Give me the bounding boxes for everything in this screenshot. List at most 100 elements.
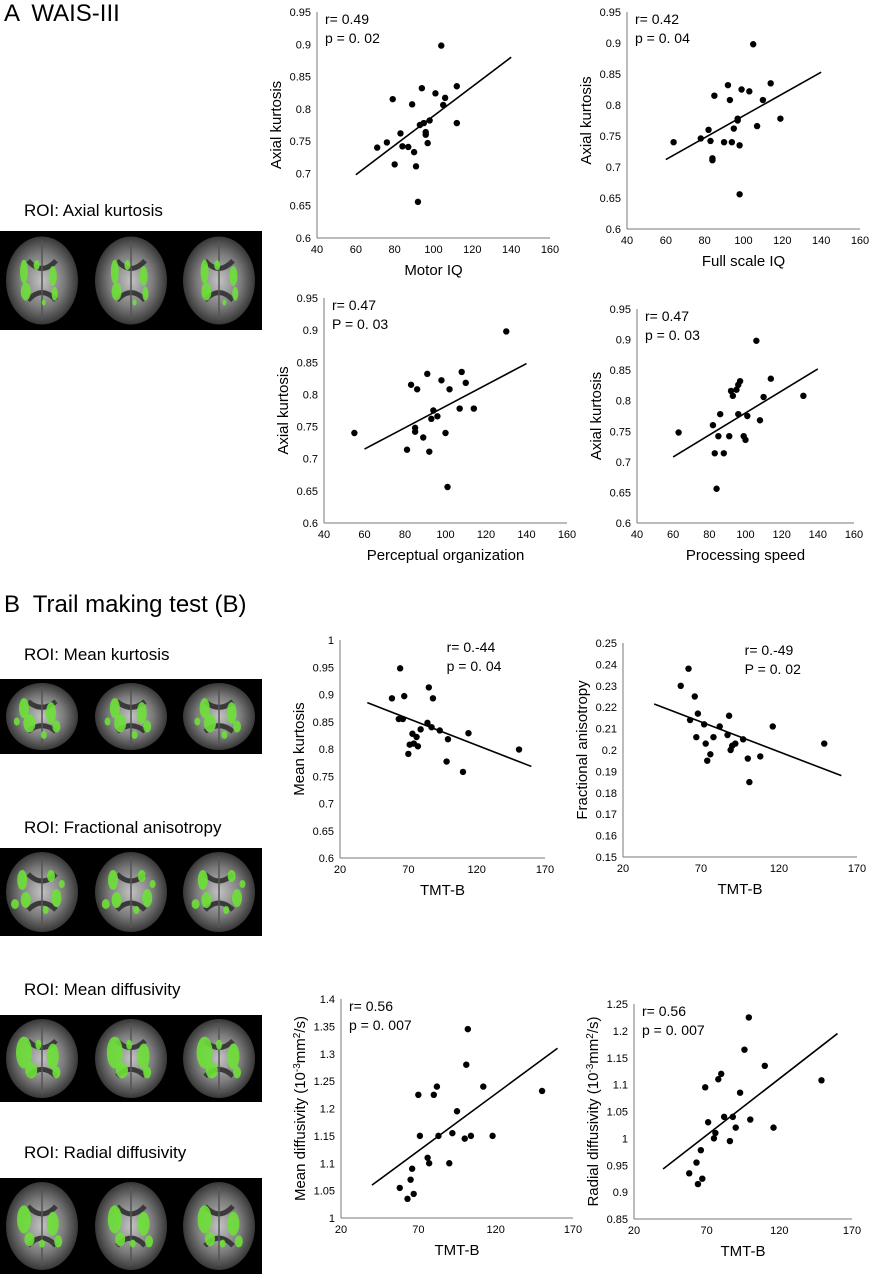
roi-overlay-blob — [46, 702, 56, 725]
roi-overlay-blob — [143, 720, 152, 733]
data-point — [415, 1091, 422, 1099]
y-tick-label: 1.2 — [613, 1026, 628, 1038]
roi-overlay-blob — [132, 299, 137, 306]
data-point — [724, 81, 732, 89]
data-point — [441, 94, 449, 102]
y-tick-label: 0.95 — [607, 1160, 628, 1172]
brain-slice-2 — [95, 683, 167, 750]
y-tick-label: 1.35 — [314, 1021, 335, 1033]
stat-p-value: p = 0. 03 — [645, 327, 700, 343]
brain-slice-2 — [95, 852, 167, 932]
y-tick-label: 0.85 — [607, 1214, 628, 1226]
data-point — [434, 413, 441, 420]
roi-overlay-blob — [131, 730, 138, 739]
y-axis-label: Axial kurtosis — [268, 81, 285, 169]
x-tick-label: 100 — [734, 235, 752, 247]
x-tick-label: 120 — [773, 235, 791, 247]
data-point — [444, 735, 452, 743]
data-point — [503, 328, 510, 335]
roi-overlay-blob — [227, 870, 236, 882]
brain-slice-1 — [6, 852, 78, 932]
data-point — [727, 387, 735, 395]
stat-p-value: p = 0. 02 — [325, 30, 380, 46]
x-tick-label: 160 — [541, 244, 559, 256]
x-tick-label: 160 — [558, 529, 576, 541]
roi-overlay-blob — [25, 1062, 38, 1079]
x-axis-label: Full scale IQ — [702, 253, 785, 270]
roi-overlay-blob — [17, 1205, 31, 1234]
x-tick-label: 120 — [477, 529, 495, 541]
roi-overlay-blob — [126, 1039, 133, 1050]
data-point — [428, 415, 435, 423]
y-tick-label: 1 — [622, 1133, 628, 1145]
roi-overlay-blob — [58, 880, 65, 888]
x-tick-label: 60 — [358, 529, 370, 541]
y-tick-label: 1.1 — [613, 1080, 628, 1092]
roi-overlay-blob — [219, 1239, 226, 1248]
data-point — [675, 429, 682, 436]
x-axis-label: Perceptual organization — [367, 547, 525, 564]
roi-overlay-blob — [116, 1062, 128, 1079]
data-point — [767, 375, 775, 382]
x-tick-label: 40 — [311, 244, 323, 256]
data-point — [742, 436, 749, 444]
y-tick-label: 1.4 — [320, 994, 335, 1006]
data-point — [426, 448, 433, 455]
data-point — [414, 743, 422, 750]
data-point — [747, 1116, 754, 1123]
stat-r-value: r= 0.56 — [642, 1003, 686, 1019]
data-point — [756, 417, 764, 424]
y-tick-label: 0.9 — [296, 39, 311, 51]
data-point — [389, 95, 396, 103]
roi-overlay-blob — [139, 266, 148, 287]
roi-overlay-blob — [17, 870, 28, 890]
brain-slice-3 — [183, 1019, 255, 1098]
y-tick-label: 0.9 — [613, 1187, 628, 1199]
data-point — [458, 368, 465, 376]
x-tick-label: 140 — [517, 529, 535, 541]
stat-r-value: r= 0.-44 — [447, 639, 496, 655]
brain-slice-1 — [6, 236, 78, 325]
y-tick-label: 1.3 — [320, 1049, 335, 1061]
data-point — [403, 446, 411, 453]
roi-overlay-blob — [143, 1066, 152, 1079]
roi-overlay-blob — [11, 899, 19, 909]
y-tick-label: 0.75 — [297, 422, 318, 434]
roi-overlay-blob — [204, 714, 216, 733]
x-tick-label: 140 — [502, 244, 520, 256]
section-a-name: WAIS-III — [31, 0, 120, 27]
roi-overlay-blob — [41, 299, 46, 306]
brain-slice-1 — [6, 683, 78, 750]
y-tick-label: 1.15 — [314, 1131, 335, 1143]
scatter-tmt-radial-diffusivity: 20 70 120 170 0.85 0.9 0.95 1 1.05 1.1 1.15 1.2 1.25… — [585, 996, 864, 1266]
data-point — [446, 1160, 453, 1167]
brain-slice-3 — [183, 1182, 255, 1270]
roi-label-mean-diffusivity: ROI: Mean diffusivity — [24, 980, 181, 999]
x-tick-label: 120 — [463, 244, 481, 256]
roi-overlay-blob — [137, 1211, 150, 1236]
y-tick-label: 0.8 — [296, 104, 311, 116]
data-point — [694, 1180, 702, 1188]
y-tick-label: 0.19 — [596, 766, 617, 778]
data-point — [711, 450, 718, 457]
y-tick-label: 1.25 — [314, 1076, 335, 1088]
brain-slice-2 — [95, 236, 167, 325]
roi-overlay-blob — [137, 870, 146, 882]
roi-overlay-blob — [196, 1036, 213, 1069]
x-tick-label: 80 — [703, 529, 715, 541]
data-point — [725, 712, 733, 719]
data-point — [715, 1076, 722, 1083]
data-point — [430, 1091, 437, 1099]
roi-overlay-blob — [201, 892, 212, 908]
y-tick-label: 1.1 — [320, 1158, 335, 1170]
y-tick-label: 1.15 — [607, 1053, 628, 1065]
roi-overlay-blob — [109, 698, 120, 719]
data-point — [744, 412, 751, 420]
data-point — [425, 1160, 433, 1167]
brain-slice-3 — [183, 852, 255, 932]
y-tick-label: 0.6 — [303, 518, 318, 530]
data-point — [697, 1147, 705, 1154]
y-tick-label: 0.9 — [303, 325, 318, 337]
x-tick-label: 80 — [699, 235, 711, 247]
data-point — [713, 485, 720, 492]
